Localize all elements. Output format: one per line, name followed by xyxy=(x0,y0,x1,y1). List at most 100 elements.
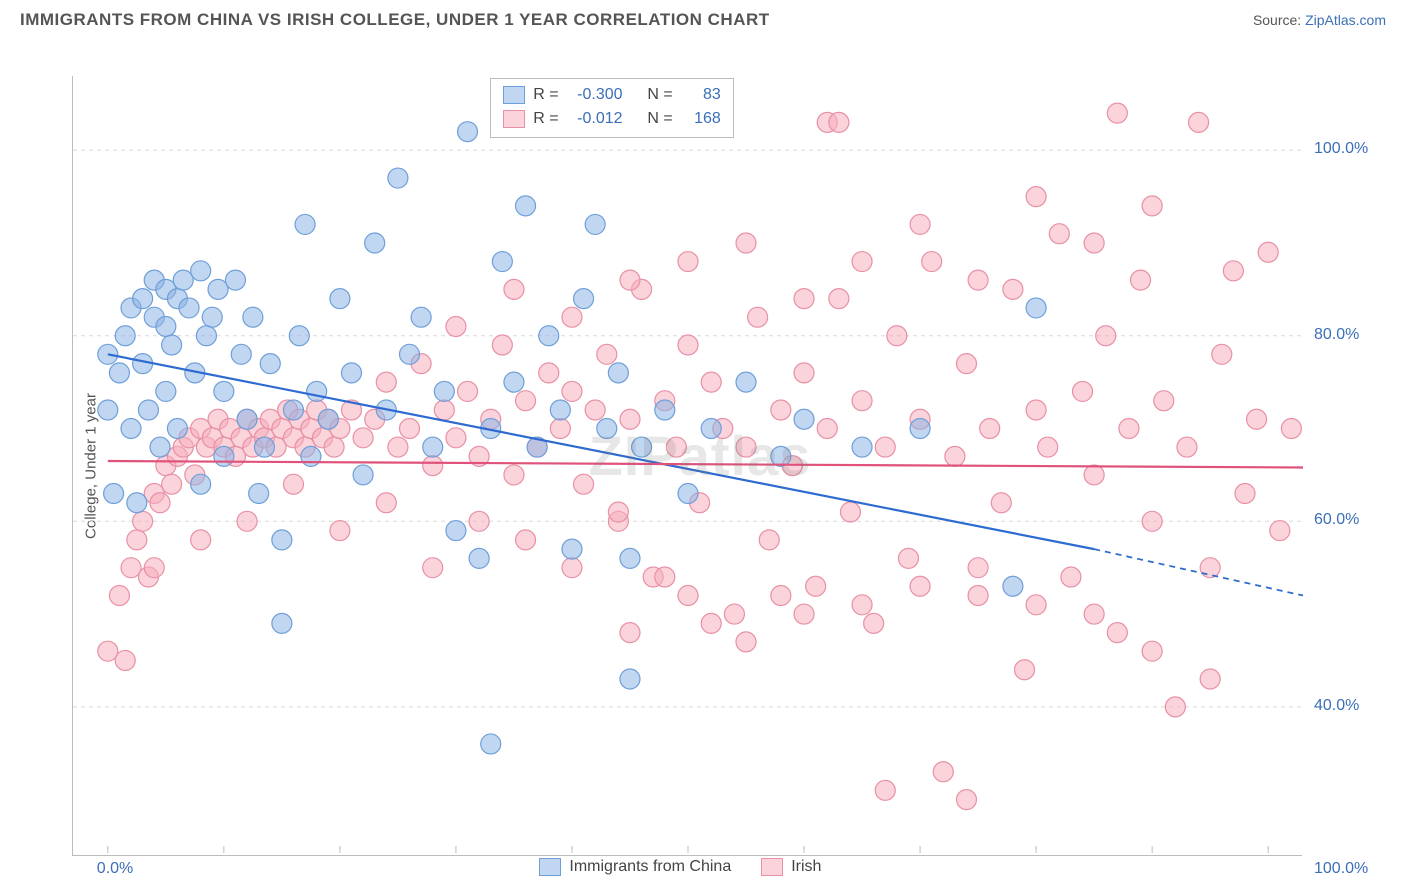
data-point-irish xyxy=(759,530,779,550)
legend-label-irish: Irish xyxy=(791,858,821,876)
data-point-irish xyxy=(1235,483,1255,503)
data-point-china xyxy=(295,214,315,234)
data-point-irish xyxy=(852,595,872,615)
data-point-china xyxy=(794,409,814,429)
data-point-china xyxy=(341,363,361,383)
data-point-irish xyxy=(121,558,141,578)
data-point-irish xyxy=(1038,437,1058,457)
source-link[interactable]: ZipAtlas.com xyxy=(1305,12,1386,28)
trend-line-irish xyxy=(108,461,1303,467)
y-tick-label: 60.0% xyxy=(1314,511,1359,529)
data-point-china xyxy=(411,307,431,327)
data-point-china xyxy=(289,326,309,346)
legend-item-china: Immigrants from China xyxy=(539,858,731,876)
data-point-china xyxy=(550,400,570,420)
data-point-china xyxy=(237,409,257,429)
data-point-china xyxy=(736,372,756,392)
data-point-irish xyxy=(434,400,454,420)
data-point-irish xyxy=(376,372,396,392)
y-tick-label: 100.0% xyxy=(1314,140,1368,158)
data-point-irish xyxy=(1177,437,1197,457)
data-point-irish xyxy=(794,363,814,383)
chart-title: IMMIGRANTS FROM CHINA VS IRISH COLLEGE, … xyxy=(20,10,770,30)
data-point-irish xyxy=(1026,595,1046,615)
data-point-irish xyxy=(620,409,640,429)
data-point-china xyxy=(1026,298,1046,318)
data-point-irish xyxy=(1247,409,1267,429)
data-point-irish xyxy=(562,558,582,578)
data-point-irish xyxy=(852,252,872,272)
data-point-irish xyxy=(469,511,489,531)
data-point-irish xyxy=(933,762,953,782)
data-point-irish xyxy=(701,372,721,392)
data-point-china xyxy=(191,474,211,494)
data-point-irish xyxy=(666,437,686,457)
data-point-irish xyxy=(748,307,768,327)
data-point-irish xyxy=(864,613,884,633)
data-point-irish xyxy=(388,437,408,457)
data-point-china xyxy=(307,381,327,401)
data-point-china xyxy=(574,289,594,309)
data-point-irish xyxy=(956,354,976,374)
data-point-china xyxy=(138,400,158,420)
data-point-irish xyxy=(620,270,640,290)
stat-r-value: -0.300 xyxy=(567,83,623,107)
data-point-china xyxy=(162,335,182,355)
data-point-irish xyxy=(1131,270,1151,290)
data-point-irish xyxy=(492,335,512,355)
data-point-irish xyxy=(1061,567,1081,587)
data-point-irish xyxy=(1200,558,1220,578)
legend-swatch-china xyxy=(503,86,525,104)
legend-item-irish: Irish xyxy=(761,858,821,876)
data-point-china xyxy=(539,326,559,346)
data-point-china xyxy=(109,363,129,383)
data-point-irish xyxy=(150,493,170,513)
data-point-irish xyxy=(1281,419,1301,439)
data-point-china xyxy=(434,381,454,401)
chart-area: College, Under 1 year 40.0%60.0%80.0%100… xyxy=(20,36,1386,896)
data-point-china xyxy=(191,261,211,281)
data-point-irish xyxy=(678,252,698,272)
data-point-irish xyxy=(144,558,164,578)
data-point-irish xyxy=(724,604,744,624)
data-point-irish xyxy=(1142,511,1162,531)
data-point-china xyxy=(423,437,443,457)
data-point-irish xyxy=(968,586,988,606)
scatter-plot xyxy=(72,76,1302,856)
legend-swatch-china xyxy=(539,858,561,876)
data-point-china xyxy=(301,446,321,466)
data-point-irish xyxy=(1026,187,1046,207)
data-point-irish xyxy=(1119,419,1139,439)
data-point-irish xyxy=(829,112,849,132)
data-point-irish xyxy=(620,623,640,643)
data-point-irish xyxy=(504,279,524,299)
data-point-china xyxy=(400,344,420,364)
y-tick-label: 40.0% xyxy=(1314,697,1359,715)
data-point-china xyxy=(481,734,501,754)
data-point-china xyxy=(156,316,176,336)
data-point-irish xyxy=(736,437,756,457)
data-point-china xyxy=(446,521,466,541)
data-point-irish xyxy=(817,419,837,439)
data-point-china xyxy=(585,214,605,234)
data-point-irish xyxy=(162,474,182,494)
data-point-china xyxy=(150,437,170,457)
data-point-irish xyxy=(910,214,930,234)
data-point-irish xyxy=(574,474,594,494)
data-point-irish xyxy=(1026,400,1046,420)
data-point-irish xyxy=(539,363,559,383)
data-point-irish xyxy=(1107,623,1127,643)
data-point-china xyxy=(283,400,303,420)
data-point-irish xyxy=(1223,261,1243,281)
data-point-irish xyxy=(133,511,153,531)
data-point-china xyxy=(632,437,652,457)
source-attribution: Source: ZipAtlas.com xyxy=(1253,12,1386,28)
data-point-irish xyxy=(910,576,930,596)
data-point-china xyxy=(121,419,141,439)
data-point-irish xyxy=(736,632,756,652)
data-point-irish xyxy=(1142,641,1162,661)
stat-r-label: R = xyxy=(533,83,558,107)
data-point-irish xyxy=(1154,391,1174,411)
data-point-irish xyxy=(446,428,466,448)
data-point-irish xyxy=(678,335,698,355)
